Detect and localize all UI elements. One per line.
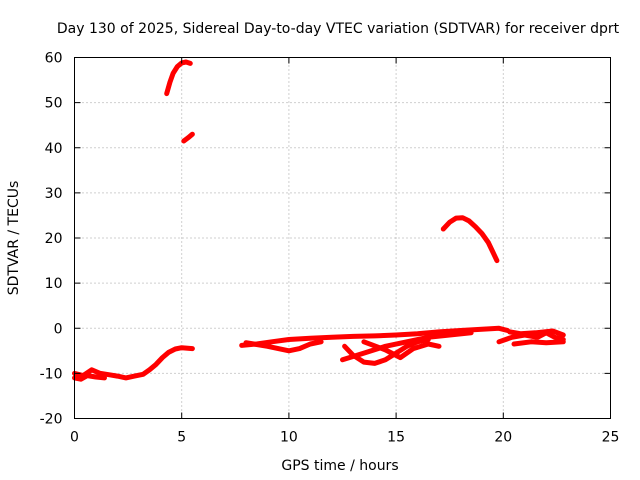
y-tick-label: 60 <box>45 51 63 67</box>
series-early-trace-lower <box>72 373 107 382</box>
grid-layer <box>74 57 611 419</box>
x-tick-label: 5 <box>177 430 186 446</box>
series-high-arc <box>164 59 193 97</box>
series-day-trace-lower <box>243 339 324 354</box>
y-tick-label: 20 <box>45 231 63 247</box>
series-mid-arc <box>440 215 500 264</box>
series-late-trace <box>496 330 566 345</box>
y-tick-label: -20 <box>40 412 63 428</box>
x-tick-label: 0 <box>70 430 79 446</box>
x-tick-label: 20 <box>494 430 512 446</box>
series-early-trace <box>72 345 195 381</box>
data-traces <box>72 59 566 382</box>
y-tick-label: 40 <box>45 141 63 157</box>
x-tick-label: 25 <box>602 430 620 446</box>
x-tick-label: 15 <box>387 430 405 446</box>
series-day-trace-upper <box>239 325 511 348</box>
tick-layer: 0 5 10 15 20 25 -20 -10 0 10 20 30 40 50 60 <box>40 51 620 446</box>
series-day-trace-cross-2 <box>361 339 442 361</box>
y-tick-label: 10 <box>45 276 63 292</box>
series-late-trace-3 <box>511 339 566 347</box>
series-late-trace-2 <box>507 328 566 338</box>
y-axis-label: SDTVAR / TECUs <box>6 181 22 296</box>
y-tick-label: -10 <box>40 366 63 382</box>
x-tick-label: 10 <box>280 430 298 446</box>
y-tick-label: 30 <box>45 186 63 202</box>
chart-title: Day 130 of 2025, Sidereal Day-to-day VTE… <box>57 21 620 37</box>
x-axis-label: GPS time / hours <box>281 458 398 474</box>
y-tick-label: 0 <box>54 321 63 337</box>
series-high-fragment <box>181 131 195 144</box>
y-tick-label: 50 <box>45 96 63 112</box>
series-day-trace-cross <box>340 330 474 363</box>
